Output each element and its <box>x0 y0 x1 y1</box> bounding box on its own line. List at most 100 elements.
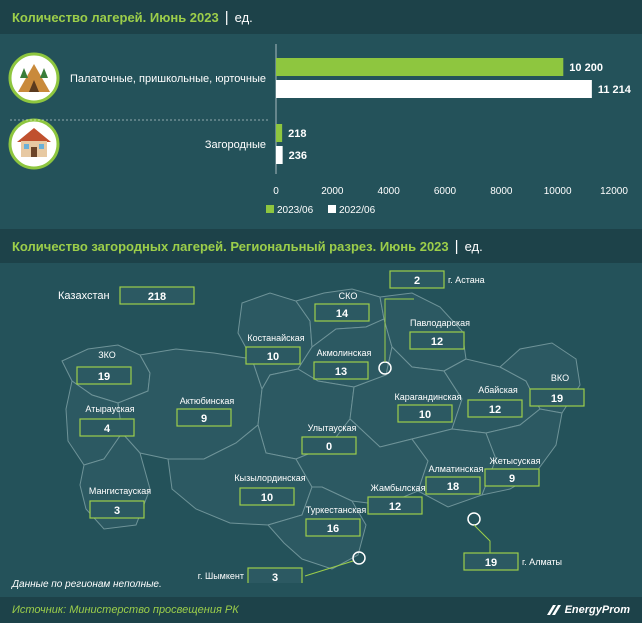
region-map: Казахстан 218 СКО 14 г. Астана 2 Павлодарская 1… <box>58 270 585 583</box>
source-text: Источник: Министерство просвещения РК <box>12 604 239 616</box>
title-unit: ед. <box>234 9 253 25</box>
map-title-bar: Количество загородных лагерей. Региональ… <box>0 229 642 263</box>
category-label: Палаточные, пришкольные, юрточные <box>70 73 266 85</box>
region-name: Туркестанская <box>306 505 367 515</box>
category-label: Загородные <box>205 139 266 151</box>
region-value: 12 <box>389 501 401 513</box>
tent-icon <box>8 52 60 104</box>
region-name: Абайская <box>478 385 518 395</box>
legend-swatch <box>328 205 336 213</box>
region-value-box <box>305 518 361 537</box>
bar-value-label: 10 200 <box>569 62 603 74</box>
region-value: 19 <box>485 557 497 569</box>
region-value-box <box>247 567 303 583</box>
region-value-box <box>76 366 132 385</box>
region-value: 14 <box>336 308 349 320</box>
bar <box>276 146 283 164</box>
region-value: 3 <box>272 572 278 583</box>
region-name: СКО <box>339 291 358 301</box>
region-value-box <box>245 346 301 365</box>
region-value: 13 <box>335 366 347 378</box>
region-value-box <box>484 468 540 487</box>
leader-line <box>304 560 354 577</box>
bar-value-label: 218 <box>288 128 306 140</box>
region-value-box <box>314 303 370 322</box>
legend-label: 2022/06 <box>339 205 376 216</box>
bar <box>276 80 592 98</box>
x-tick-label: 4000 <box>378 186 401 197</box>
city-marker-icon <box>467 512 481 526</box>
brand: EnergyProm <box>546 604 642 616</box>
brand-name: EnergyProm <box>564 604 630 616</box>
region-value: 12 <box>489 404 501 416</box>
region-value-box <box>239 487 295 506</box>
house-icon <box>8 118 60 170</box>
region-value-box <box>301 436 357 455</box>
region-name: г. Алматы <box>522 557 562 567</box>
region-name: Кызылординская <box>234 473 305 483</box>
x-tick-label: 8000 <box>490 186 513 197</box>
region-value: 9 <box>509 473 515 485</box>
region-value-box <box>89 500 145 519</box>
region-value: 3 <box>114 505 120 517</box>
city-marker-icon <box>352 551 366 565</box>
footer: Источник: Министерство просвещения РК En… <box>0 597 642 623</box>
region-value: 19 <box>98 371 110 383</box>
bar-value-label: 11 214 <box>598 84 632 96</box>
region-name: ЗКО <box>98 350 116 360</box>
leader-line <box>384 298 414 362</box>
region-name: Жамбылская <box>371 483 426 493</box>
region-value-box <box>389 270 445 289</box>
country-value-box <box>119 286 195 305</box>
region-name: Костанайская <box>247 333 304 343</box>
region-name: Алматинская <box>429 464 484 474</box>
region-value-box <box>367 496 423 515</box>
region-value-box <box>313 361 369 380</box>
region-value: 12 <box>431 336 443 348</box>
x-tick-label: 6000 <box>434 186 457 197</box>
bar-chart: 10 200 11 214 218 236 Палаточные, пришкольн… <box>8 44 632 216</box>
region-value-box <box>397 404 453 423</box>
region-value-box <box>79 418 135 437</box>
x-tick-label: 10000 <box>544 186 572 197</box>
region-value: 4 <box>104 423 111 435</box>
bar <box>276 58 564 76</box>
chart-title-bar: Количество лагерей. Июнь 2023 | ед. <box>0 0 642 34</box>
region-name: Жетысуская <box>490 456 541 466</box>
bar <box>276 124 283 142</box>
region-value: 16 <box>327 523 339 535</box>
data-note: Данные по регионам неполные. <box>12 579 162 590</box>
region-name: Актюбинская <box>180 396 235 406</box>
x-tick-label: 0 <box>273 186 279 197</box>
brand-logo-icon <box>546 605 561 615</box>
region-name: Павлодарская <box>410 318 470 328</box>
region-value-box <box>425 476 481 495</box>
region-name: Карагандинская <box>394 392 461 402</box>
region-value-box <box>467 399 523 418</box>
title-separator: | <box>224 8 229 26</box>
region-value-box <box>409 331 465 350</box>
region-value: 10 <box>419 409 431 421</box>
region-value-box <box>529 388 585 407</box>
x-tick-label: 12000 <box>600 186 628 197</box>
region-value-box <box>463 552 519 571</box>
region-name: Атырауская <box>85 404 134 414</box>
legend-label: 2023/06 <box>277 205 314 216</box>
region-name: Улытауская <box>308 423 357 433</box>
country-label: Казахстан <box>58 290 110 302</box>
map-title-unit: ед. <box>464 238 483 254</box>
region-value: 9 <box>201 413 207 425</box>
region-name: Акмолинская <box>317 348 372 358</box>
region-value: 19 <box>551 393 563 405</box>
region-value-box <box>176 408 232 427</box>
region-name: ВКО <box>551 373 569 383</box>
region-value: 0 <box>326 441 332 453</box>
region-value: 18 <box>447 481 459 493</box>
region-name: г. Шымкент <box>198 571 244 581</box>
legend-swatch <box>266 205 274 213</box>
map-title-separator: | <box>454 237 459 255</box>
region-value: 2 <box>414 275 420 287</box>
region-name: Мангистауская <box>89 486 151 496</box>
x-tick-label: 2000 <box>321 186 344 197</box>
leader-line <box>473 524 491 553</box>
